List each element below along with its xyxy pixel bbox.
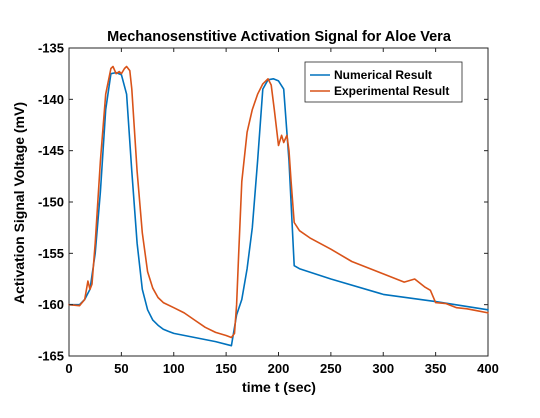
y-tick-label: -155: [38, 246, 64, 261]
y-tick-label: -140: [38, 92, 64, 107]
chart-title: Mechanosenstitive Activation Signal for …: [107, 29, 452, 45]
y-tick-label: -150: [38, 195, 64, 210]
legend: Numerical Result Experimental Result: [304, 61, 463, 103]
x-tick-label: 100: [163, 361, 185, 376]
y-tick-label: -160: [38, 297, 64, 312]
x-tick-label: 350: [425, 361, 447, 376]
y-tick-label: -145: [38, 143, 64, 158]
x-tick-label: 300: [372, 361, 394, 376]
legend-label-numerical: Numerical Result: [334, 68, 432, 82]
legend-box: [304, 61, 463, 103]
x-tick-label: 400: [477, 361, 499, 376]
series-layer: [68, 65, 489, 347]
x-tick-label: 250: [320, 361, 342, 376]
y-axis-label: Activation Signal Voltage (mV): [11, 102, 27, 304]
series-line-experimental: [68, 65, 489, 339]
series-line-numerical: [68, 71, 489, 347]
y-tick-label: -135: [38, 41, 64, 56]
x-tick-label: 50: [114, 361, 128, 376]
x-tick-label: 150: [215, 361, 237, 376]
x-tick-label: 200: [268, 361, 290, 376]
y-tick-label: -165: [38, 349, 64, 364]
x-tick-label: 0: [65, 361, 72, 376]
legend-label-experimental: Experimental Result: [334, 84, 449, 98]
tick-layer: 0 50 100 150 200 250 300 350 400 -135 -140 -145 -150…: [38, 41, 499, 377]
x-axis-label: time t (sec): [242, 379, 316, 395]
